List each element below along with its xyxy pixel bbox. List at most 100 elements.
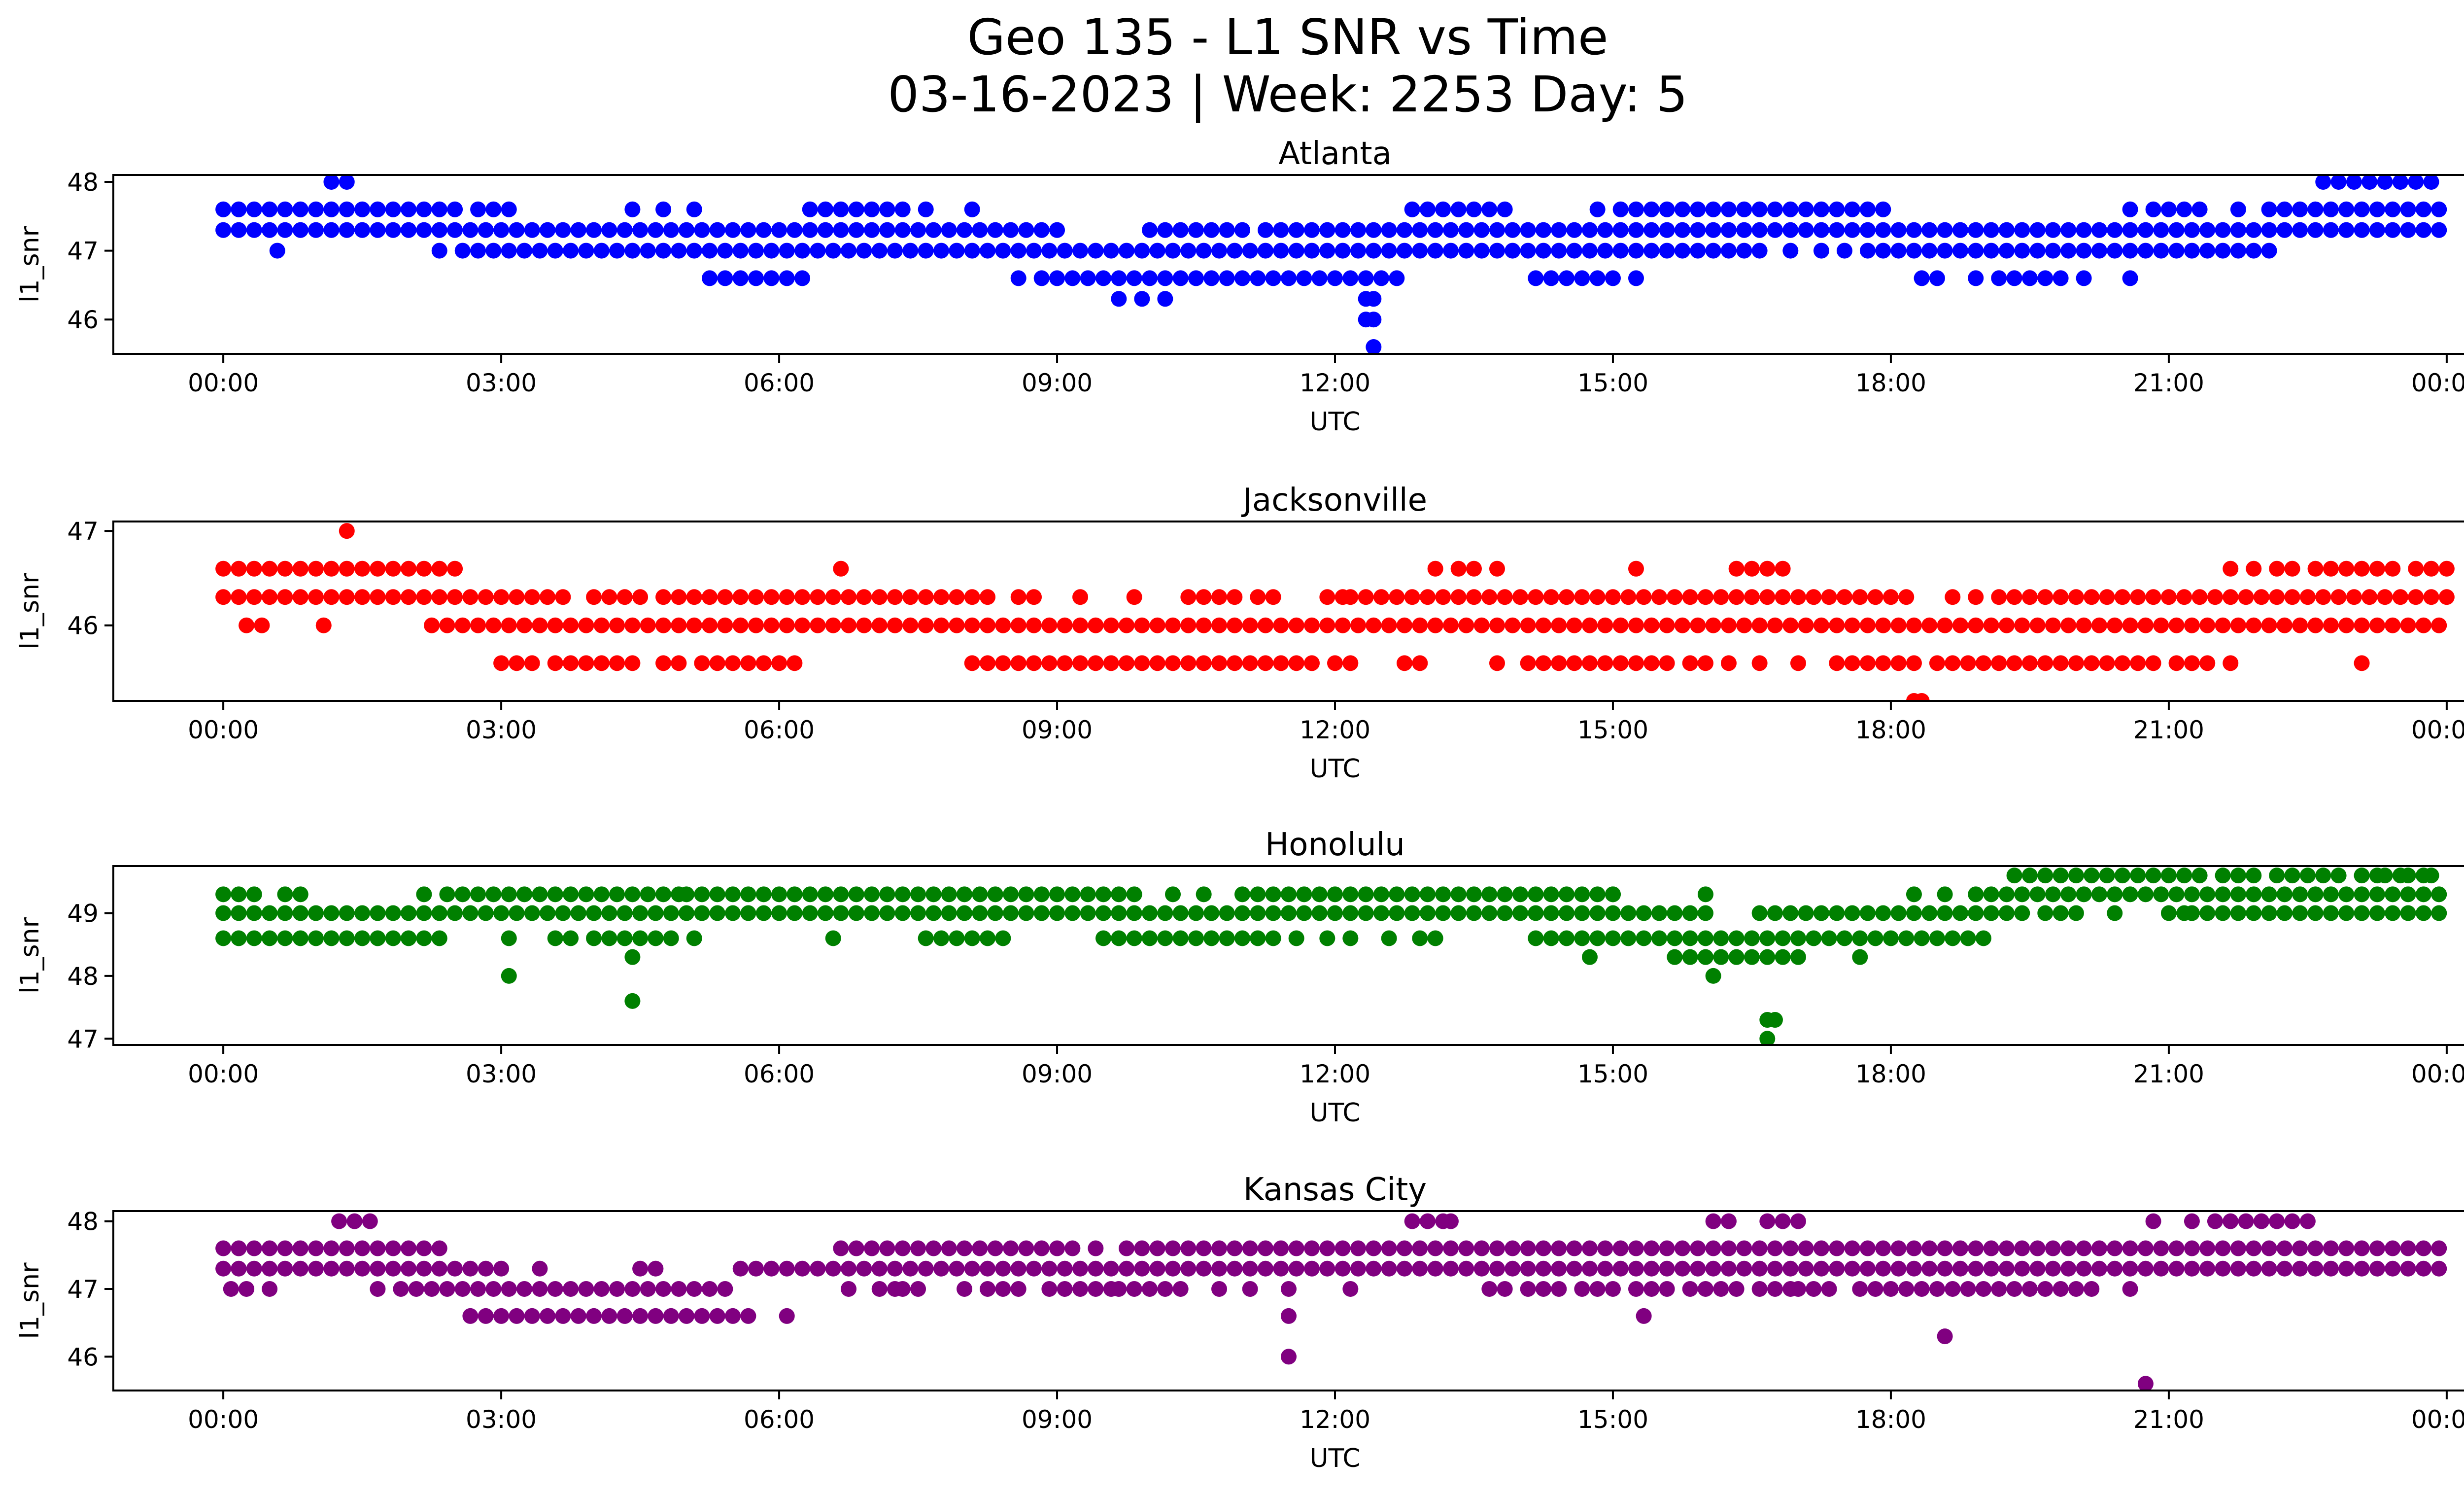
data-point — [1998, 243, 2015, 259]
data-point — [964, 655, 980, 671]
data-point — [1103, 243, 1119, 259]
data-point — [1404, 201, 1420, 217]
data-point — [848, 905, 864, 921]
data-point — [1921, 1260, 1938, 1277]
data-point — [1327, 270, 1343, 286]
data-point — [1821, 930, 1837, 946]
data-point — [601, 905, 617, 921]
data-point — [1968, 617, 1984, 633]
data-point — [501, 930, 517, 946]
data-point — [1690, 1240, 1706, 1256]
data-point — [1126, 1281, 1142, 1297]
x-axis-label: UTC — [1309, 1098, 1360, 1128]
data-point — [370, 201, 386, 217]
data-point — [1234, 905, 1251, 921]
data-point — [1288, 617, 1304, 633]
data-point — [1335, 243, 1351, 259]
data-point — [1273, 1240, 1289, 1256]
data-point — [385, 905, 401, 921]
data-point — [1497, 886, 1513, 903]
data-point — [1744, 949, 1760, 965]
data-point — [1998, 905, 2015, 921]
data-point — [493, 1308, 510, 1324]
data-point — [1612, 655, 1629, 671]
data-point — [370, 560, 386, 577]
data-point — [1396, 1240, 1412, 1256]
data-point — [1481, 1281, 1498, 1297]
data-point — [2107, 886, 2123, 903]
data-point — [1543, 270, 1559, 286]
data-markers — [215, 868, 2447, 1045]
data-point — [1481, 201, 1498, 217]
data-point — [810, 617, 826, 633]
data-point — [702, 270, 718, 286]
data-point — [1265, 905, 1281, 921]
data-point — [462, 1308, 479, 1324]
data-point — [215, 222, 232, 238]
x-tick-label: 15:00 — [1577, 716, 1648, 744]
data-point — [555, 905, 571, 921]
data-point — [1072, 617, 1089, 633]
data-point — [779, 1308, 795, 1324]
data-point — [2053, 589, 2069, 605]
data-point — [2107, 1260, 2123, 1277]
data-point — [431, 589, 447, 605]
data-point — [1512, 905, 1528, 921]
data-point — [2160, 589, 2177, 605]
data-point — [1906, 222, 1922, 238]
data-point — [2045, 617, 2061, 633]
data-point — [401, 1240, 417, 1256]
data-point — [1612, 222, 1629, 238]
data-point — [1157, 222, 1173, 238]
data-point — [1597, 222, 1613, 238]
data-point — [2299, 1213, 2316, 1229]
data-point — [292, 589, 308, 605]
data-point — [447, 589, 463, 605]
data-point — [1628, 201, 1644, 217]
data-point — [1319, 1260, 1335, 1277]
data-point — [663, 1308, 679, 1324]
data-point — [339, 201, 355, 217]
data-point — [2037, 655, 2053, 671]
data-point — [1389, 589, 1405, 605]
data-point — [2246, 222, 2262, 238]
data-point — [2307, 201, 2324, 217]
data-point — [1064, 886, 1081, 903]
data-point — [1172, 930, 1189, 946]
data-point — [2168, 1240, 2185, 1256]
data-point — [740, 905, 756, 921]
data-point — [2107, 1240, 2123, 1256]
data-point — [1937, 905, 1953, 921]
data-point — [1859, 905, 1876, 921]
data-point — [246, 930, 262, 946]
data-point — [277, 905, 293, 921]
data-point — [1921, 617, 1938, 633]
data-point — [1419, 905, 1436, 921]
data-point — [1088, 1281, 1104, 1297]
data-point — [2122, 1281, 2138, 1297]
data-point — [1412, 243, 1428, 259]
data-point — [516, 1281, 533, 1297]
data-point — [725, 905, 741, 921]
data-point — [2292, 201, 2308, 217]
data-point — [1064, 1240, 1081, 1256]
data-point — [586, 905, 602, 921]
data-point — [1859, 222, 1876, 238]
data-point — [2014, 905, 2030, 921]
data-point — [1505, 1260, 1521, 1277]
data-point — [2330, 175, 2347, 190]
data-point — [1381, 1240, 1397, 1256]
data-point — [1705, 201, 1721, 217]
data-point — [1628, 1240, 1644, 1256]
data-point — [2076, 270, 2092, 286]
data-point — [1968, 886, 1984, 903]
data-point — [925, 222, 942, 238]
data-point — [1535, 243, 1551, 259]
data-point — [1914, 270, 1930, 286]
data-point — [2276, 1260, 2293, 1277]
data-point — [794, 589, 811, 605]
data-point — [1566, 243, 1582, 259]
data-point — [1119, 243, 1135, 259]
data-point — [223, 1281, 239, 1297]
data-point — [779, 243, 795, 259]
